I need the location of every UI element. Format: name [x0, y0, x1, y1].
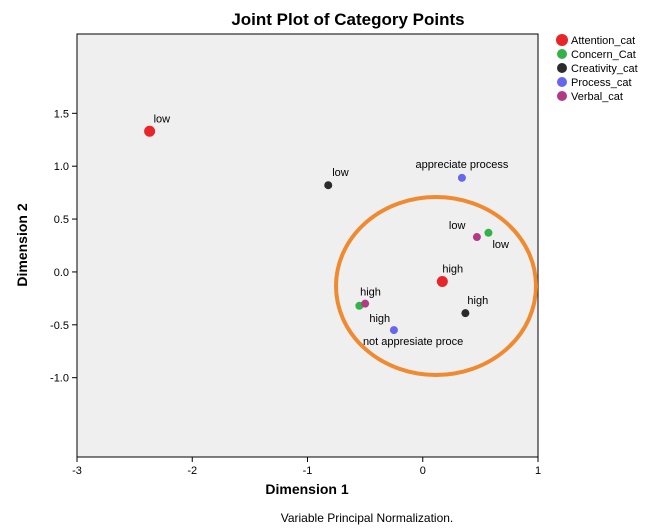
x-axis-title: Dimension 1	[265, 481, 348, 497]
x-axis: -3 -2 -1 0 1	[72, 457, 541, 477]
legend-label: Attention_cat	[571, 35, 635, 47]
legend-marker	[557, 77, 567, 87]
point-label: appreciate process	[415, 159, 508, 171]
data-point	[461, 309, 470, 318]
highlight-ellipse	[334, 195, 538, 377]
data-point	[144, 125, 156, 137]
point-label: not appresiate proce	[363, 336, 463, 348]
point-label: low	[449, 220, 466, 232]
legend: Attention_cat Concern_Cat Creativity_cat Pr…	[556, 34, 638, 103]
x-tick-label: -3	[72, 465, 82, 477]
x-tick-label: 1	[535, 465, 541, 477]
data-point	[361, 299, 370, 308]
y-axis: -1.0 -0.5 0.0 0.5 1.0 1.5	[50, 108, 77, 385]
legend-label: Verbal_cat	[571, 91, 623, 103]
y-tick-label: -0.5	[50, 320, 69, 332]
legend-label: Concern_Cat	[571, 49, 636, 61]
data-point	[472, 233, 481, 242]
data-point	[389, 326, 398, 335]
legend-marker	[556, 34, 568, 46]
legend-marker	[557, 91, 567, 101]
point-label: low	[154, 113, 171, 125]
y-tick-label: -1.0	[50, 373, 69, 385]
y-axis-title: Dimension 2	[14, 203, 30, 286]
chart-title: Joint Plot of Category Points	[231, 10, 464, 29]
y-tick-label: 1.0	[54, 161, 69, 173]
x-tick-label: -1	[303, 465, 313, 477]
point-label: low	[492, 239, 509, 251]
x-tick-label: 0	[420, 465, 426, 477]
legend-marker	[557, 49, 567, 59]
point-label: low	[332, 167, 349, 179]
y-tick-label: 0.0	[54, 267, 69, 279]
data-points	[144, 125, 493, 335]
y-tick-label: 0.5	[54, 214, 69, 226]
point-label: high	[369, 313, 390, 325]
legend-label: Process_cat	[571, 77, 632, 89]
x-tick-label: -2	[187, 465, 197, 477]
y-tick-label: 1.5	[54, 108, 69, 120]
point-labels: low high low high low high appreciate process n…	[154, 113, 509, 348]
plot-area	[76, 33, 539, 458]
point-label: high	[442, 263, 463, 275]
data-point	[457, 173, 466, 182]
data-point	[324, 181, 333, 190]
point-label: high	[360, 287, 381, 299]
legend-label: Creativity_cat	[571, 63, 638, 75]
data-point	[436, 275, 448, 287]
chart-footnote: Variable Principal Normalization.	[281, 511, 454, 525]
point-label: high	[467, 295, 488, 307]
legend-marker	[557, 63, 567, 73]
data-point	[484, 228, 493, 237]
